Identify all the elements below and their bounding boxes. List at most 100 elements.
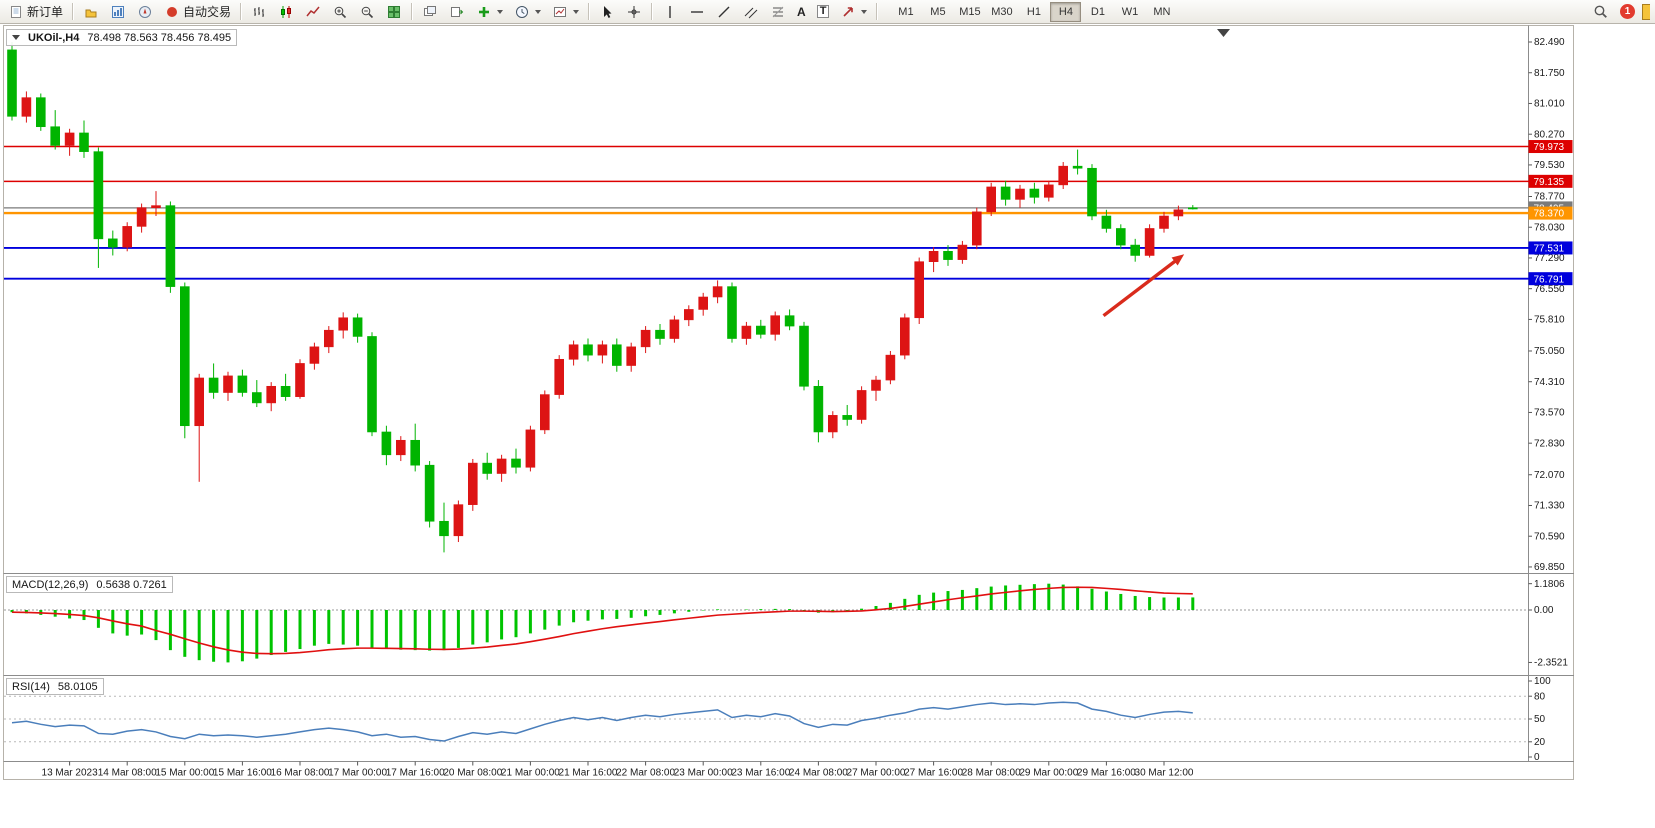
candlestick-chart-icon	[278, 4, 294, 19]
text-tool-button[interactable]: A	[792, 1, 811, 23]
clipped-toolbar-icon[interactable]	[1642, 3, 1650, 20]
toolbar: 新订单 自动交易	[0, 0, 1655, 24]
svg-text:28 Mar 08:00: 28 Mar 08:00	[962, 768, 1021, 779]
collapse-icon[interactable]	[12, 35, 20, 40]
timeframe-group: M1 M5 M15 M30 H1 H4 D1 W1 MN	[890, 1, 1177, 22]
svg-text:15 Mar 00:00: 15 Mar 00:00	[155, 768, 214, 779]
vertical-line-tool-button[interactable]	[657, 1, 683, 23]
svg-text:76.791: 76.791	[1534, 274, 1565, 285]
tile-windows-button[interactable]	[381, 1, 407, 23]
horizontal-line-tool-button[interactable]	[684, 1, 710, 23]
timeframe-m30-button[interactable]: M30	[991, 5, 1013, 18]
svg-text:74.310: 74.310	[1534, 377, 1565, 388]
trendline-icon	[716, 4, 732, 19]
template-chart-icon	[552, 4, 568, 19]
bar-chart-button[interactable]	[246, 1, 272, 23]
svg-text:17 Mar 16:00: 17 Mar 16:00	[386, 768, 445, 779]
bar-chart-icon	[251, 4, 267, 19]
svg-text:77.290: 77.290	[1534, 253, 1565, 264]
arrange-windows-button[interactable]	[417, 1, 443, 23]
notification-badge[interactable]: 1	[1620, 4, 1635, 19]
svg-text:75.050: 75.050	[1534, 346, 1565, 357]
trendline-tool-button[interactable]	[711, 1, 737, 23]
chart-shift-button[interactable]	[444, 1, 470, 23]
add-indicator-icon	[476, 4, 492, 19]
cursor-tool-button[interactable]	[594, 1, 620, 23]
svg-text:50: 50	[1534, 714, 1546, 725]
toolbar-separator	[240, 3, 243, 20]
toolbar-separator	[72, 3, 75, 20]
timeframe-d1-button[interactable]: D1	[1090, 5, 1105, 18]
svg-text:75.810: 75.810	[1534, 315, 1565, 326]
search-icon	[1592, 4, 1608, 19]
zoom-in-button[interactable]	[327, 1, 353, 23]
svg-text:27 Mar 00:00: 27 Mar 00:00	[847, 768, 906, 779]
chart-ohlc-values: 78.498 78.563 78.456 78.495	[87, 31, 232, 44]
chart-shift-marker[interactable]	[1217, 29, 1230, 37]
text-tool-icon: A	[797, 4, 806, 19]
svg-text:78.770: 78.770	[1534, 192, 1565, 203]
macd-indicator-values: 0.5638 0.7261	[96, 578, 167, 591]
navigator-button[interactable]	[132, 1, 158, 23]
svg-text:79.530: 79.530	[1534, 160, 1565, 171]
timeframe-m5-button[interactable]: M5	[930, 5, 946, 18]
timeframe-h4-button[interactable]: H4	[1050, 1, 1082, 22]
navigator-icon	[137, 4, 153, 19]
timeframe-mn-button[interactable]: MN	[1153, 5, 1171, 18]
rsi-label-box: RSI(14) 58.0105	[6, 678, 104, 695]
svg-text:79.135: 79.135	[1534, 177, 1565, 188]
market-watch-button[interactable]	[78, 1, 104, 23]
svg-text:80.270: 80.270	[1534, 129, 1565, 140]
svg-text:77.531: 77.531	[1534, 244, 1565, 255]
new-order-button[interactable]: 新订单	[3, 1, 68, 23]
line-chart-button[interactable]	[300, 1, 326, 23]
data-window-button[interactable]	[105, 1, 131, 23]
fibonacci-tool-button[interactable]	[765, 1, 791, 23]
macd-indicator: 1.1806 0.00 -2.3521	[4, 579, 1568, 669]
rsi-indicator: 100 80 50 20 0	[4, 676, 1551, 763]
svg-text:81.010: 81.010	[1534, 99, 1565, 110]
zoom-out-button[interactable]	[354, 1, 380, 23]
candlestick-chart-button[interactable]	[273, 1, 299, 23]
svg-text:79.973: 79.973	[1534, 142, 1565, 153]
templates-button[interactable]	[547, 1, 584, 23]
channel-tool-button[interactable]	[738, 1, 764, 23]
svg-text:23 Mar 16:00: 23 Mar 16:00	[731, 768, 790, 779]
svg-text:73.570: 73.570	[1534, 408, 1565, 419]
horizontal-level-lines[interactable]	[4, 145, 1529, 280]
svg-text:17 Mar 00:00: 17 Mar 00:00	[328, 768, 387, 779]
svg-text:29 Mar 16:00: 29 Mar 16:00	[1077, 768, 1136, 779]
label-tool-button[interactable]: T	[812, 1, 835, 23]
arrange-windows-icon	[422, 4, 438, 19]
crosshair-tool-button[interactable]	[621, 1, 647, 23]
toolbar-right-cluster: 1	[1587, 1, 1652, 23]
cursor-icon	[599, 4, 615, 19]
timeframe-m15-button[interactable]: M15	[959, 5, 981, 18]
line-chart-icon	[305, 4, 321, 19]
clock-icon	[514, 4, 530, 19]
arrow-annotation[interactable]	[1102, 254, 1185, 318]
auto-trading-button[interactable]: 自动交易	[159, 1, 236, 23]
arrows-tool-button[interactable]	[835, 1, 872, 23]
svg-text:21 Mar 00:00: 21 Mar 00:00	[501, 768, 560, 779]
auto-trading-icon	[164, 4, 180, 19]
svg-text:-2.3521: -2.3521	[1534, 658, 1568, 669]
price-axis[interactable]: 82.490 81.750 81.010 80.270 79.530 78.770 78.0…	[1528, 37, 1566, 573]
macd-indicator-name: MACD(12,26,9)	[12, 578, 89, 591]
indicators-button[interactable]	[471, 1, 508, 23]
crosshair-icon	[626, 4, 642, 19]
toolbar-separator	[651, 3, 654, 20]
timeframe-w1-button[interactable]: W1	[1121, 5, 1139, 18]
svg-text:76.550: 76.550	[1534, 284, 1565, 295]
svg-text:29 Mar 00:00: 29 Mar 00:00	[1019, 768, 1078, 779]
svg-text:69.850: 69.850	[1534, 562, 1565, 573]
periods-button[interactable]	[509, 1, 546, 23]
timeframe-m1-button[interactable]: M1	[898, 5, 914, 18]
svg-text:70.590: 70.590	[1534, 531, 1565, 542]
svg-text:72.070: 72.070	[1534, 470, 1565, 481]
search-button[interactable]	[1587, 1, 1613, 23]
timeframe-h1-button[interactable]: H1	[1026, 5, 1041, 18]
